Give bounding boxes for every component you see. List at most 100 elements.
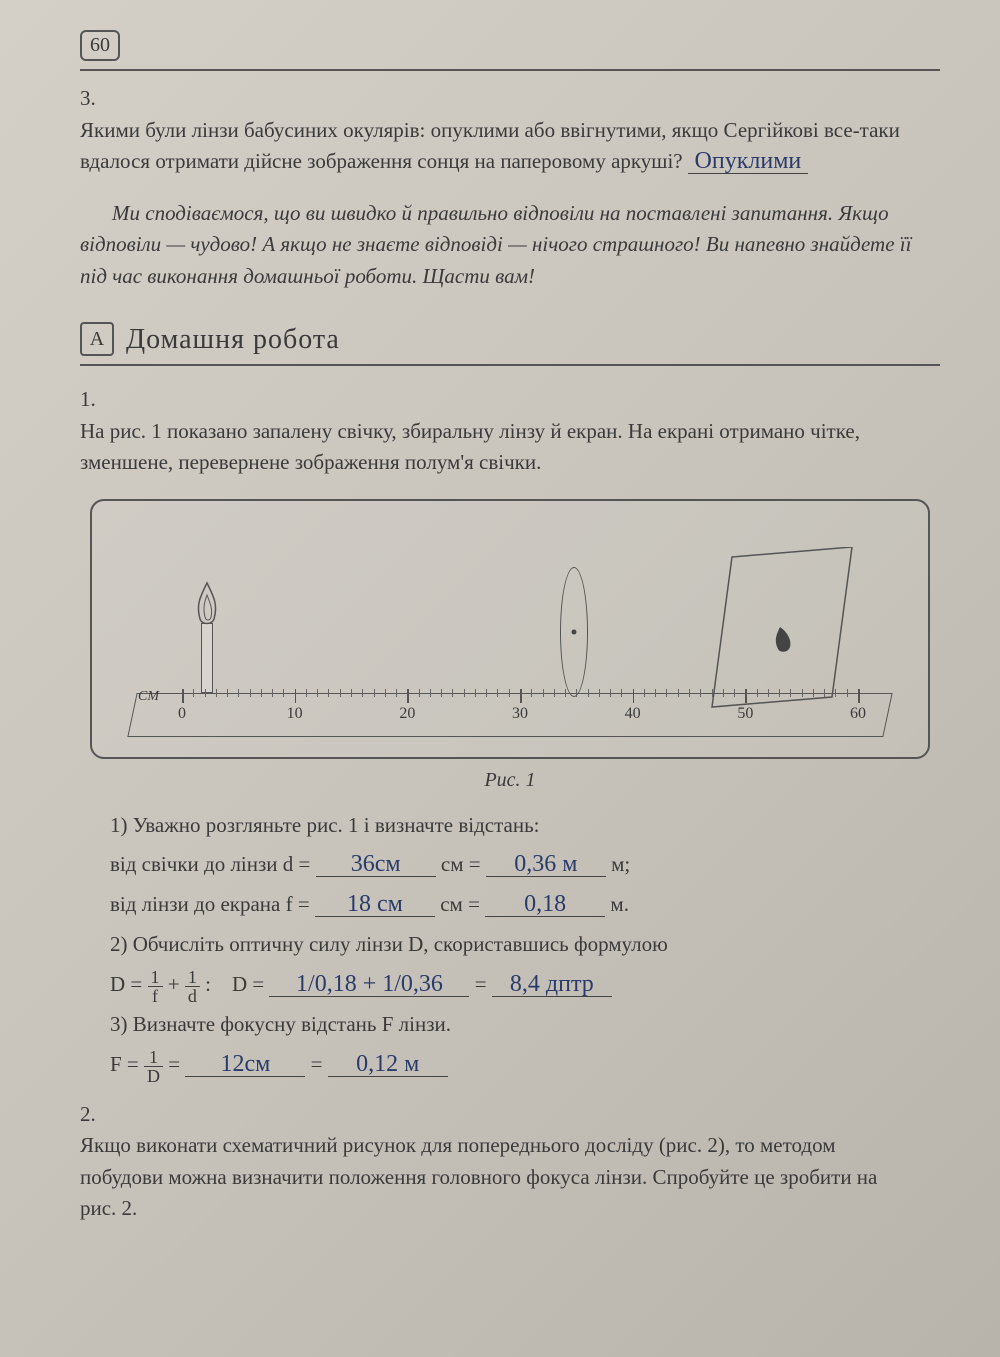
tick-minor [430,689,431,697]
figure-caption: Рис. 1 [80,769,940,792]
sub2-D-eq: D = [110,972,142,996]
sub1-f-m-field[interactable]: 0,18 [485,892,605,917]
tick-minor [565,689,566,697]
sub1-d-m-field[interactable]: 0,36 м [486,852,606,877]
tick-minor [306,689,307,697]
tick-minor [509,689,510,697]
plus-sign: + [168,972,180,996]
tick-minor [475,689,476,697]
page-number-text: 60 [90,34,110,56]
sub2-label: 2) [110,932,128,956]
lens-shape [560,567,588,697]
tick-minor [847,689,848,697]
sub3-eq2: = [311,1052,323,1076]
flame-icon [190,581,224,629]
tick-label: 20 [399,705,415,723]
tick-major [182,689,184,703]
tick-minor [328,689,329,697]
hw1: 1. На рис. 1 показано запалену свічку, з… [80,384,940,479]
tick-major [745,689,747,703]
tick-label: 10 [287,705,303,723]
hw1-text: На рис. 1 показано запалену свічку, збир… [80,416,908,479]
tick-minor [610,689,611,697]
tick-label: 30 [512,705,528,723]
tick-major [520,689,522,703]
ruler-ticks: 0102030405060 [182,687,858,705]
tick-minor [802,689,803,697]
tick-minor [666,689,667,697]
q3-answer-field[interactable]: Опуклими [688,149,808,174]
frac3-bot: D [144,1067,163,1085]
frac-1f: 1 f [148,968,163,1005]
hw1-number: 1. [80,384,108,416]
section-title: Домашня робота [126,324,340,356]
tick-minor [272,689,273,697]
tick-label: 60 [850,705,866,723]
sub1-d-line: від свічки до лінзи d = 36см см = 0,36 м… [110,845,940,885]
sub3-F-eq: F = [110,1052,139,1076]
frac-1D: 1 D [144,1048,163,1085]
sub2-result-field[interactable]: 8,4 дптр [492,972,612,997]
sub1-d-pre: від свічки до лінзи d = [110,852,310,876]
hw2: 2. Якщо виконати схематичний рисунок для… [80,1099,940,1225]
frac2-bot: d [185,987,200,1005]
tick-minor [419,689,420,697]
sub2-calc-field[interactable]: 1/0,18 + 1/0,36 [269,972,469,997]
tick-label: 50 [737,705,753,723]
sub3-eq: = [168,1052,180,1076]
sub1-m-unit: м; [611,852,630,876]
tick-minor [621,689,622,697]
tick-minor [396,689,397,697]
tick-minor [227,689,228,697]
sub-2: 2) Обчисліть оптичну силу лінзи D, скори… [110,925,940,965]
sub3-text: Визначте фокусну відстань F лінзи. [133,1012,451,1036]
tick-minor [250,689,251,697]
section-icon-letter: А [90,328,104,351]
tick-minor [452,689,453,697]
tick-minor [205,689,206,697]
tick-minor [531,689,532,697]
tick-minor [723,689,724,697]
lens [560,567,588,697]
tick-label: 0 [178,705,186,723]
tick-label: 40 [625,705,641,723]
ruler: СМ 0102030405060 [132,687,888,737]
tick-minor [712,689,713,697]
tick-minor [385,689,386,697]
tick-minor [734,689,735,697]
tick-minor [813,689,814,697]
tick-minor [768,689,769,697]
sub1-label: 1) [110,813,128,837]
hw2-text: Якщо виконати схематичний рисунок для по… [80,1130,908,1225]
frac3-top: 1 [144,1048,163,1067]
candle-body [201,623,213,693]
hw2-number: 2. [80,1099,108,1131]
top-rule [80,69,940,71]
candle [201,623,213,693]
tick-minor [655,689,656,697]
tick-minor [543,689,544,697]
tick-minor [689,689,690,697]
sub1-f-pre: від лінзи до екрана f = [110,892,310,916]
lens-center-dot [572,629,577,634]
sub3-m-field[interactable]: 0,12 м [328,1052,448,1077]
tick-minor [441,689,442,697]
sub1-d-cm-field[interactable]: 36см [316,852,436,877]
frac-1d: 1 d [185,968,200,1005]
sub2-text: Обчисліть оптичну силу лінзи D, скориста… [133,932,668,956]
encouragement-paragraph: Ми сподіваємося, що ви швидко й правильн… [80,198,940,293]
tick-minor [700,689,701,697]
sub1-f-cm-field[interactable]: 18 см [315,892,435,917]
tick-minor [261,689,262,697]
tick-minor [554,689,555,697]
tick-minor [599,689,600,697]
frac2-top: 1 [185,968,200,987]
tick-minor [757,689,758,697]
tick-major [407,689,409,703]
tick-minor [588,689,589,697]
q3-number: 3. [80,83,108,115]
tick-minor [193,689,194,697]
ruler-unit-label: СМ [138,689,159,705]
sub3-cm-field[interactable]: 12см [185,1052,305,1077]
tick-minor [497,689,498,697]
